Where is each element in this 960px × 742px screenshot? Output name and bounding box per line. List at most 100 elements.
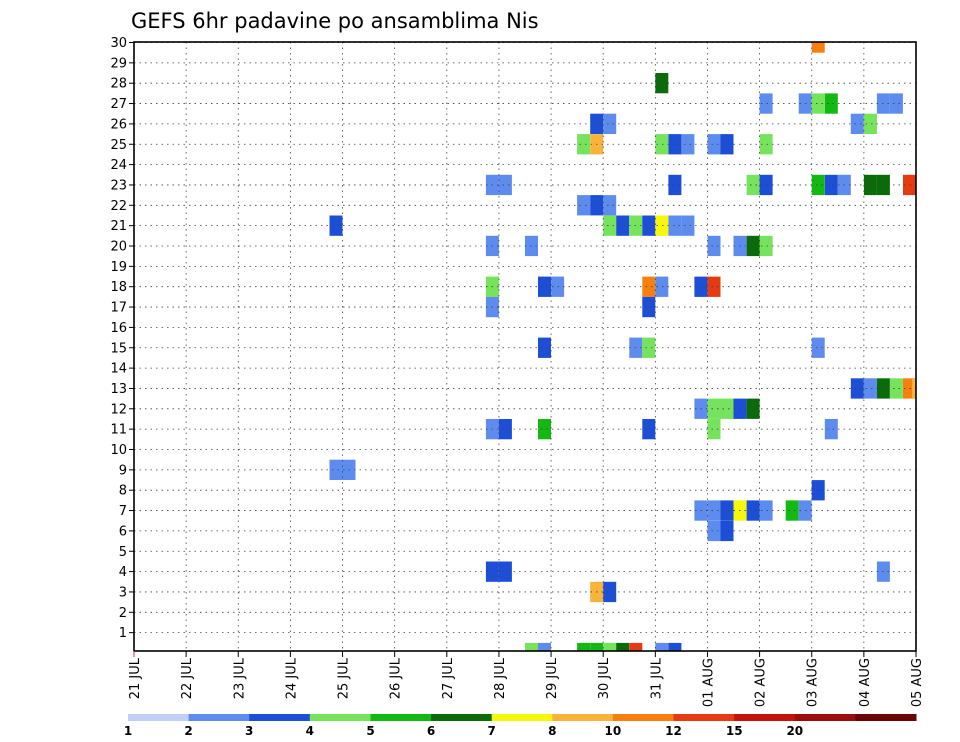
heatmap-cell bbox=[655, 215, 669, 236]
heatmap-cell bbox=[720, 520, 734, 542]
heatmap-cell bbox=[824, 174, 838, 196]
x-tick-label: 03 AUG bbox=[806, 658, 821, 707]
colorbar-swatch bbox=[794, 714, 856, 721]
heatmap-cell bbox=[863, 378, 877, 399]
y-tick-label: 17 bbox=[110, 301, 127, 316]
x-tick-label: 22 JUL bbox=[180, 657, 195, 699]
y-tick-label: 24 bbox=[110, 158, 127, 173]
heatmap-cell bbox=[863, 113, 877, 134]
heatmap-cell bbox=[616, 215, 630, 236]
colorbar-swatch bbox=[370, 714, 432, 721]
x-tick-label: 23 JUL bbox=[232, 657, 247, 699]
y-tick-label: 25 bbox=[110, 138, 127, 153]
colorbar-label: 6 bbox=[427, 724, 435, 738]
colorbar-swatch bbox=[309, 714, 371, 721]
colorbar-label: 2 bbox=[184, 724, 192, 738]
y-tick-label: 6 bbox=[119, 524, 127, 539]
colorbar-swatch bbox=[491, 714, 553, 721]
x-tick-label: 26 JUL bbox=[389, 657, 404, 699]
colorbar-swatch bbox=[673, 714, 735, 721]
x-tick-label: 01 AUG bbox=[701, 658, 716, 707]
y-tick-label: 30 bbox=[110, 36, 127, 51]
y-tick-label: 23 bbox=[110, 178, 127, 193]
data-cells bbox=[329, 42, 916, 651]
colorbar-label: 1 bbox=[124, 724, 132, 738]
x-tick-label: 28 JUL bbox=[493, 657, 508, 699]
y-tick-label: 7 bbox=[119, 504, 127, 519]
colorbar-label: 20 bbox=[786, 724, 803, 738]
colorbar-swatch bbox=[855, 714, 917, 721]
colorbar-label: 7 bbox=[488, 724, 496, 738]
heatmap-cell bbox=[655, 73, 669, 94]
heatmap-cell bbox=[498, 561, 512, 582]
colorbar-label: 12 bbox=[665, 724, 682, 738]
heatmap-cell bbox=[655, 134, 669, 155]
heatmap-cell bbox=[668, 642, 682, 651]
heatmap-cell bbox=[577, 642, 591, 651]
plot-frame bbox=[133, 41, 917, 652]
heatmap-cell bbox=[538, 642, 551, 651]
heatmap-cell bbox=[525, 642, 538, 651]
heatmap-cell bbox=[759, 235, 773, 257]
y-tick-label: 27 bbox=[110, 97, 127, 112]
heatmap-cell bbox=[668, 134, 682, 155]
heatmap-cell bbox=[642, 419, 656, 440]
y-tick-label: 19 bbox=[110, 260, 127, 275]
heatmap-cell bbox=[329, 215, 343, 236]
x-tick-label: 29 JUL bbox=[545, 657, 560, 699]
colorbar-swatch bbox=[552, 714, 614, 721]
heatmap-cell bbox=[577, 134, 591, 155]
heatmap-cell bbox=[668, 215, 682, 236]
heatmap-cell bbox=[707, 500, 721, 521]
y-tick-label: 5 bbox=[119, 545, 127, 560]
colorbar-swatch bbox=[612, 714, 674, 721]
heatmap-cell bbox=[538, 276, 551, 297]
y-tick-label: 21 bbox=[110, 219, 127, 234]
x-tick-label: 27 JUL bbox=[441, 657, 456, 699]
heatmap-cell bbox=[863, 174, 877, 196]
heatmap-cell bbox=[759, 134, 773, 155]
y-tick-label: 10 bbox=[110, 443, 127, 458]
heatmap-cell bbox=[746, 235, 760, 257]
heatmap-cell bbox=[746, 398, 760, 419]
heatmap-cell bbox=[811, 42, 825, 53]
heatmap-cell bbox=[850, 378, 864, 399]
heatmap-cell bbox=[329, 459, 343, 480]
heatmap-cell bbox=[538, 337, 551, 358]
y-tick-label: 8 bbox=[119, 484, 127, 499]
heatmap-cell bbox=[889, 378, 903, 399]
heatmap-cell bbox=[707, 520, 721, 542]
y-tick-label: 26 bbox=[110, 117, 127, 132]
heatmap-cell bbox=[668, 174, 682, 196]
heatmap-cell bbox=[759, 500, 773, 521]
heatmap-cell bbox=[642, 276, 656, 297]
y-tick-label: 13 bbox=[110, 382, 127, 397]
colorbar-swatch bbox=[734, 714, 796, 721]
heatmap-cell bbox=[498, 419, 512, 440]
heatmap-cell bbox=[912, 378, 916, 399]
y-tick-label: 29 bbox=[110, 56, 127, 71]
y-tick-label: 15 bbox=[110, 341, 127, 356]
y-tick-label: 2 bbox=[119, 606, 127, 621]
gridlines bbox=[134, 42, 916, 651]
heatmap-cell bbox=[811, 93, 825, 114]
heatmap-cell bbox=[889, 93, 903, 114]
heatmap-cell bbox=[603, 215, 617, 236]
colorbar-legend: 1 2 3 4 5 6 7 8 10 12 15 20 bbox=[124, 714, 917, 738]
colorbar-swatch bbox=[128, 714, 190, 721]
x-tick-label: 25 JUL bbox=[337, 657, 352, 699]
heatmap-cell bbox=[603, 642, 617, 651]
y-tick-label: 1 bbox=[119, 626, 127, 641]
heatmap-cell bbox=[707, 134, 721, 155]
colorbar-label: 10 bbox=[605, 724, 622, 738]
colorbar-label: 4 bbox=[306, 724, 314, 738]
heatmap-cell bbox=[785, 500, 799, 521]
x-tick-label: 04 AUG bbox=[858, 658, 873, 707]
heatmap-cell bbox=[603, 195, 617, 216]
y-tick-label: 12 bbox=[110, 402, 127, 417]
y-tick-label: 9 bbox=[119, 463, 127, 478]
x-tick-label: 02 AUG bbox=[754, 658, 769, 707]
heatmap-cell bbox=[720, 134, 734, 155]
heatmap-cell bbox=[746, 500, 760, 521]
colorbar-label: 3 bbox=[245, 724, 253, 738]
